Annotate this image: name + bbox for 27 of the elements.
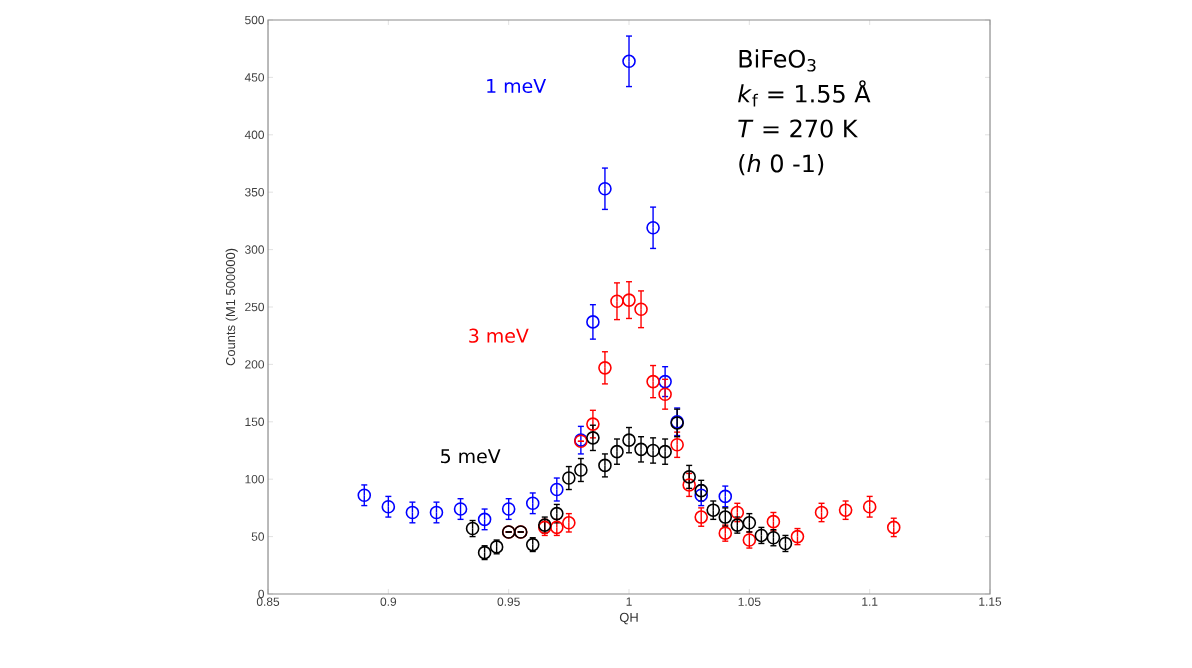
x-tick-label: 0.95	[497, 597, 520, 606]
text: 5 meV	[441, 449, 501, 464]
x-tick-label: 0.85	[256, 597, 280, 606]
annotation: T = 270 K	[738, 119, 858, 138]
y-tick-label: 250	[245, 302, 265, 312]
y-tick-label: 400	[244, 130, 265, 140]
text: 1 meV	[487, 78, 547, 94]
x-tick-label: 1.05	[738, 597, 761, 606]
y-tick-label: 300	[245, 245, 265, 254]
x-tick-label: 1.1	[862, 597, 878, 606]
y-tick-label: 100	[245, 474, 265, 484]
annotation: k$_{f}$ = 1.55 Å	[738, 80, 871, 107]
y-tick-label: 200	[245, 360, 265, 369]
x-axis-title: QH	[619, 612, 638, 625]
y-tick-label: 0	[258, 589, 265, 599]
y-tick-label: 500	[245, 15, 265, 25]
y-axis-title: Counts (M1 500000)	[225, 248, 238, 366]
x-tick-label: 1.15	[979, 597, 1002, 606]
annotation: (h 0 -1)	[739, 153, 824, 176]
y-tick-label: 350	[245, 187, 265, 197]
text: 3 meV	[469, 328, 529, 343]
x-tick-label: 0.9	[380, 597, 397, 606]
x-tick-label: 1	[626, 597, 632, 606]
y-tick-label: 50	[251, 532, 265, 541]
y-tick-label: 150	[245, 417, 265, 427]
y-tick-label: 450	[244, 73, 265, 82]
annotation: BiFeO$_{3}$	[739, 49, 816, 72]
